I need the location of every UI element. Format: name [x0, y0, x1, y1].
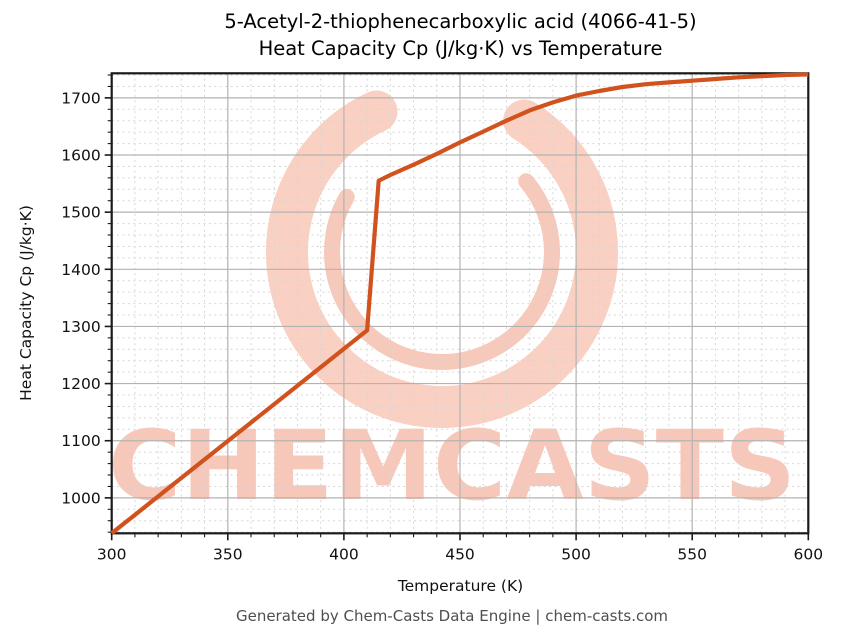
watermark-logo-arc — [324, 173, 560, 370]
watermark-logo-arc — [266, 90, 618, 428]
y-tick-label: 1700 — [61, 89, 100, 107]
x-axis-label: Temperature (K) — [397, 577, 524, 595]
x-tick-label: 550 — [677, 545, 707, 563]
x-tick-label: 400 — [329, 545, 359, 563]
y-tick-label: 1100 — [61, 432, 100, 450]
x-tick-label: 300 — [97, 545, 127, 563]
y-tick-label: 1400 — [61, 261, 100, 279]
chart-title: 5-Acetyl-2-thiophenecarboxylic acid (406… — [112, 8, 809, 62]
x-tick-label: 350 — [213, 545, 243, 563]
y-tick-label: 1300 — [61, 318, 100, 336]
y-tick-label: 1000 — [61, 489, 100, 507]
watermark-text: CHEMCASTS — [108, 410, 796, 522]
x-tick-label: 500 — [561, 545, 591, 563]
axes-spines — [110, 72, 810, 535]
chart-title-line2: Heat Capacity Cp (J/kg·K) vs Temperature — [258, 37, 663, 60]
footer-credit: Generated by Chem-Casts Data Engine | ch… — [235, 607, 669, 625]
y-tick-label: 1500 — [61, 204, 100, 222]
chart-title-line1: 5-Acetyl-2-thiophenecarboxylic acid (406… — [224, 10, 697, 33]
x-tick-label: 600 — [794, 545, 824, 563]
cp-curve — [110, 72, 809, 535]
y-tick-label: 1600 — [61, 147, 100, 165]
x-tick-label: 450 — [445, 545, 475, 563]
y-tick-label: 1200 — [61, 375, 100, 393]
